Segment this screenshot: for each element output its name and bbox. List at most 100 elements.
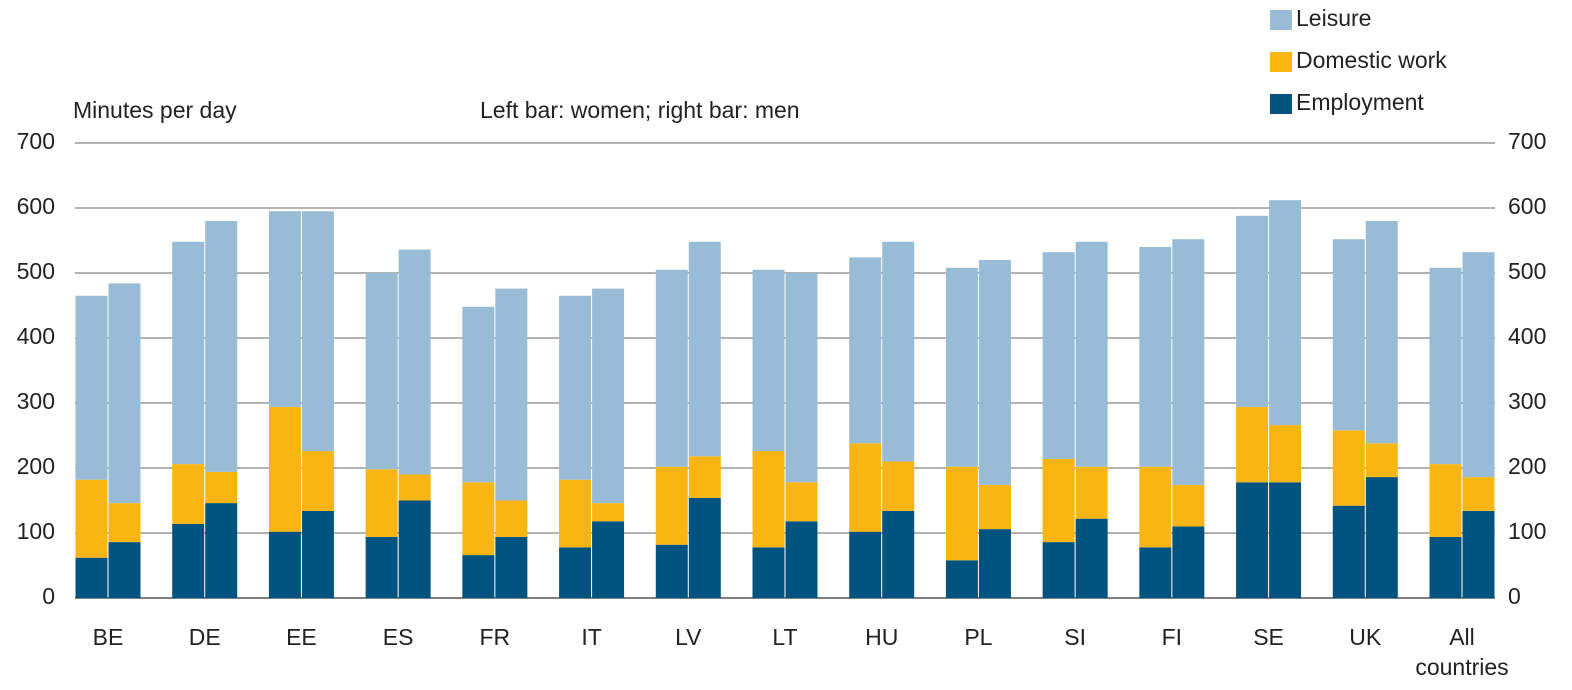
bar-segment	[1365, 477, 1398, 598]
bar-segment	[945, 560, 978, 598]
legend-label: Employment	[1296, 89, 1424, 115]
x-tick-label: FR	[479, 624, 511, 650]
bar-segment	[688, 241, 721, 457]
bar-segment	[365, 536, 398, 598]
x-tick-label: IT	[581, 624, 602, 650]
y-tick-label: 200	[17, 453, 55, 479]
y2-tick-label: 600	[1508, 193, 1546, 219]
x-tick-label: All countries	[1415, 624, 1509, 680]
x-tick-label: SE	[1253, 624, 1284, 650]
x-tick-label: SI	[1064, 624, 1086, 650]
bar-segment	[172, 464, 205, 524]
legend-swatch	[1270, 52, 1292, 72]
bar-segment	[1365, 443, 1398, 478]
bar-segment	[592, 288, 625, 504]
bar-segment	[75, 479, 108, 558]
legend-label: Domestic work	[1296, 47, 1447, 73]
y2-tick-label: 200	[1508, 453, 1546, 479]
bar-segment	[398, 474, 431, 501]
x-tick-label: PL	[964, 624, 993, 650]
bar-segment	[1269, 200, 1302, 426]
bar-segment	[849, 257, 882, 444]
y-tick-label: 700	[17, 128, 55, 154]
x-tick-label: BE	[92, 624, 124, 650]
bar-segment	[1042, 458, 1075, 543]
bar-segment	[978, 484, 1011, 530]
bar-segment	[1075, 241, 1108, 467]
bar-segment	[1462, 510, 1495, 598]
bar-segment	[1075, 518, 1108, 598]
bar-segment	[1172, 484, 1205, 527]
bar-segment	[205, 221, 238, 472]
legend-swatch	[1270, 10, 1292, 30]
bar-segment	[655, 269, 688, 467]
bar-segment	[172, 241, 205, 465]
y-tick-label: 400	[17, 323, 55, 349]
bar-segment	[849, 443, 882, 532]
bar-segment	[1462, 252, 1495, 478]
y2-tick-label: 500	[1508, 258, 1546, 284]
x-tick-label: LT	[772, 624, 798, 650]
bar-segment	[301, 211, 334, 452]
bar-segment	[752, 547, 785, 598]
x-tick-label: DE	[188, 624, 221, 650]
bar-segment	[398, 249, 431, 475]
bar-segment	[559, 547, 592, 598]
bar-segment	[592, 521, 625, 598]
bar-segment	[462, 482, 495, 556]
bar-segment	[398, 500, 431, 598]
x-tick-label: EE	[286, 624, 317, 650]
bar-segment	[495, 536, 528, 598]
bar-segment	[495, 288, 528, 501]
bar-segment	[882, 510, 915, 598]
bar-segment	[365, 469, 398, 537]
y2-tick-label: 300	[1508, 388, 1546, 414]
bar-segment	[1236, 406, 1269, 483]
bar-segment	[655, 466, 688, 545]
y2-tick-label: 100	[1508, 518, 1546, 544]
bar-segment	[108, 503, 141, 543]
x-tick-label: FI	[1161, 624, 1183, 650]
bar-segment	[1172, 239, 1205, 485]
legend-label: Leisure	[1296, 5, 1371, 31]
bar-segment	[1139, 466, 1172, 548]
annotation: Left bar: women; right bar: men	[480, 97, 800, 123]
y2-tick-label: 700	[1508, 128, 1546, 154]
x-tick-label: LV	[675, 624, 702, 650]
bar-segment	[301, 510, 334, 598]
bar-segment	[559, 479, 592, 548]
bar-segment	[1042, 542, 1075, 598]
y-tick-label: 300	[17, 388, 55, 414]
bar-segment	[205, 471, 238, 504]
y-axis-label: Minutes per day	[73, 97, 237, 123]
bar-segment	[1075, 466, 1108, 519]
bar-segment	[752, 451, 785, 548]
bar-segment	[978, 260, 1011, 485]
y-tick-label: 500	[17, 258, 55, 284]
y2-tick-label: 400	[1508, 323, 1546, 349]
bar-segment	[1269, 482, 1302, 598]
bar-segment	[1139, 247, 1172, 467]
bar-segment	[301, 451, 334, 511]
bar-segment	[592, 503, 625, 522]
bar-segment	[108, 283, 141, 504]
bar-segment	[849, 531, 882, 598]
bar-segment	[1269, 425, 1302, 483]
bar-segment	[1365, 221, 1398, 444]
bar-segment	[945, 267, 978, 467]
bar-segment	[882, 241, 915, 462]
bar-segment	[172, 523, 205, 598]
bar-segment	[1332, 430, 1365, 506]
bar-segment	[108, 542, 141, 598]
x-tick-label: UK	[1349, 624, 1382, 650]
bar-segment	[268, 406, 301, 532]
bar-segment	[1332, 239, 1365, 431]
bar-segment	[1172, 526, 1205, 598]
bar-segment	[559, 295, 592, 480]
bar-segment	[268, 211, 301, 407]
bar-segment	[75, 295, 108, 480]
x-tick-label: HU	[865, 624, 899, 650]
y2-tick-label: 0	[1508, 583, 1521, 609]
